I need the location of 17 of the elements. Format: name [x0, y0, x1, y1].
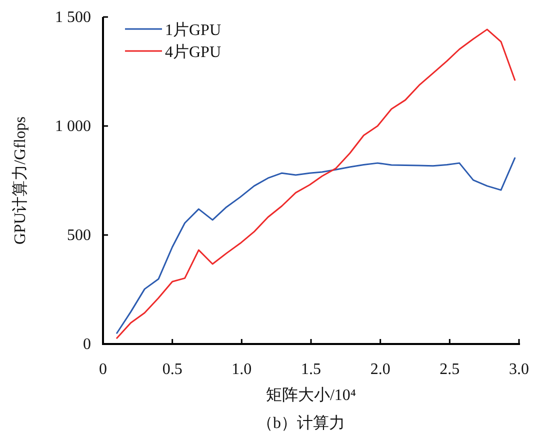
x-axis-title: 矩阵大小/10⁴: [266, 386, 356, 404]
legend-label: 4片GPU: [165, 43, 222, 61]
y-axis-title: GPU计算力/Gflops: [11, 116, 29, 245]
x-tick-label: 1.5: [301, 361, 321, 378]
line-series: [116, 157, 516, 334]
x-tick-label: 1.0: [232, 361, 252, 378]
x-tick-label: 0.5: [162, 361, 182, 378]
x-tick-label: 2.0: [370, 361, 390, 378]
legend-label: 1片GPU: [165, 21, 222, 39]
x-tick-label: 0: [99, 361, 107, 378]
y-tick-label: 1 500: [55, 9, 91, 26]
y-tick-label: 1 000: [55, 118, 91, 135]
x-tick-label: 3.0: [509, 361, 529, 378]
y-tick-label: 500: [67, 227, 91, 244]
x-tick-label: 2.5: [440, 361, 460, 378]
y-tick-label: 0: [83, 336, 91, 353]
text: （b）计算力: [257, 414, 345, 432]
